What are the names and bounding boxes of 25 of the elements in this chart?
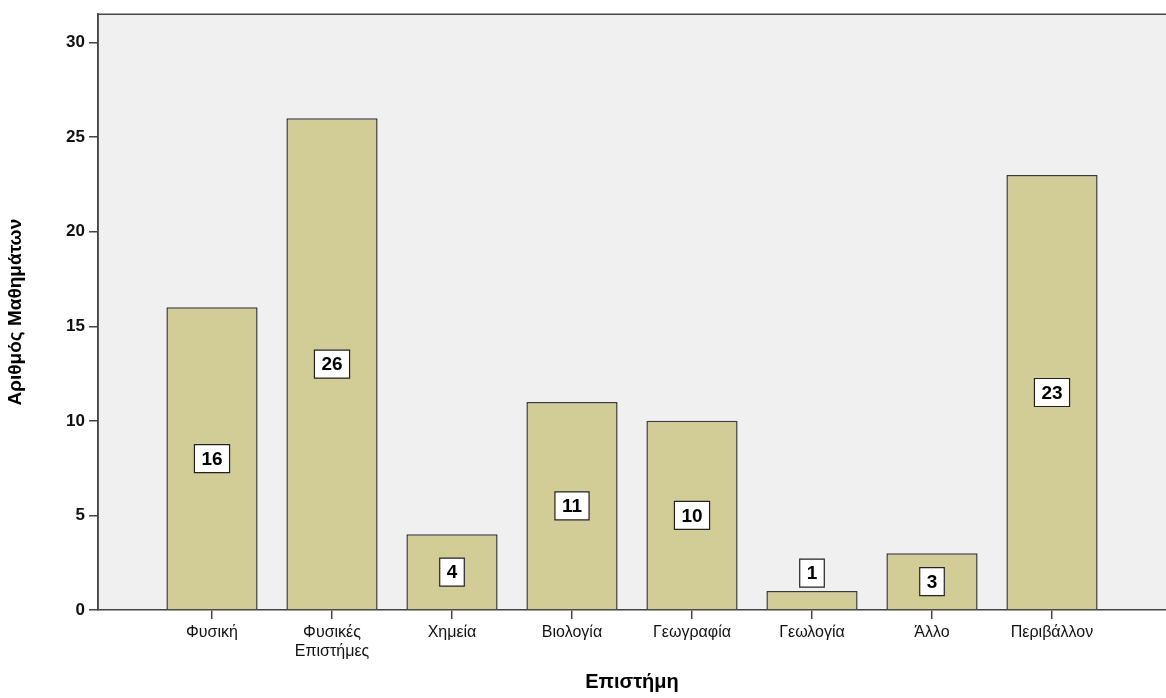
y-tick-label: 30 bbox=[66, 32, 85, 52]
data-label: 1 bbox=[806, 562, 818, 584]
y-tick-label: 25 bbox=[66, 126, 85, 146]
x-axis-title: Επιστήμη bbox=[585, 669, 679, 692]
y-axis-title: Αριθμός Μαθημάτων bbox=[3, 218, 25, 406]
x-tick-label: Περιβάλλον bbox=[1010, 623, 1094, 641]
x-tick-label: Χημεία bbox=[427, 623, 477, 641]
x-tick-label: Βιολογία bbox=[541, 623, 603, 641]
data-label: 23 bbox=[1041, 381, 1063, 403]
y-tick-label: 0 bbox=[75, 599, 85, 619]
y-tick-label: 15 bbox=[66, 315, 85, 335]
y-tick-label: 20 bbox=[66, 221, 85, 241]
y-tick-label: 5 bbox=[75, 505, 85, 525]
data-label: 26 bbox=[321, 353, 343, 375]
x-tick-label: Άλλο bbox=[914, 623, 950, 641]
x-tick-label: Φυσική bbox=[186, 623, 238, 641]
x-tick-label: Φυσικές Επιστήμες bbox=[294, 623, 370, 660]
data-label: 11 bbox=[561, 495, 583, 517]
data-label: 4 bbox=[446, 561, 458, 583]
x-tick-label: Γεωγραφία bbox=[653, 623, 731, 641]
y-tick-label: 10 bbox=[66, 410, 85, 430]
data-label: 16 bbox=[201, 447, 223, 469]
data-label: 3 bbox=[926, 570, 938, 592]
data-label: 10 bbox=[681, 504, 703, 526]
x-tick-label: Γεωλογία bbox=[779, 623, 845, 641]
